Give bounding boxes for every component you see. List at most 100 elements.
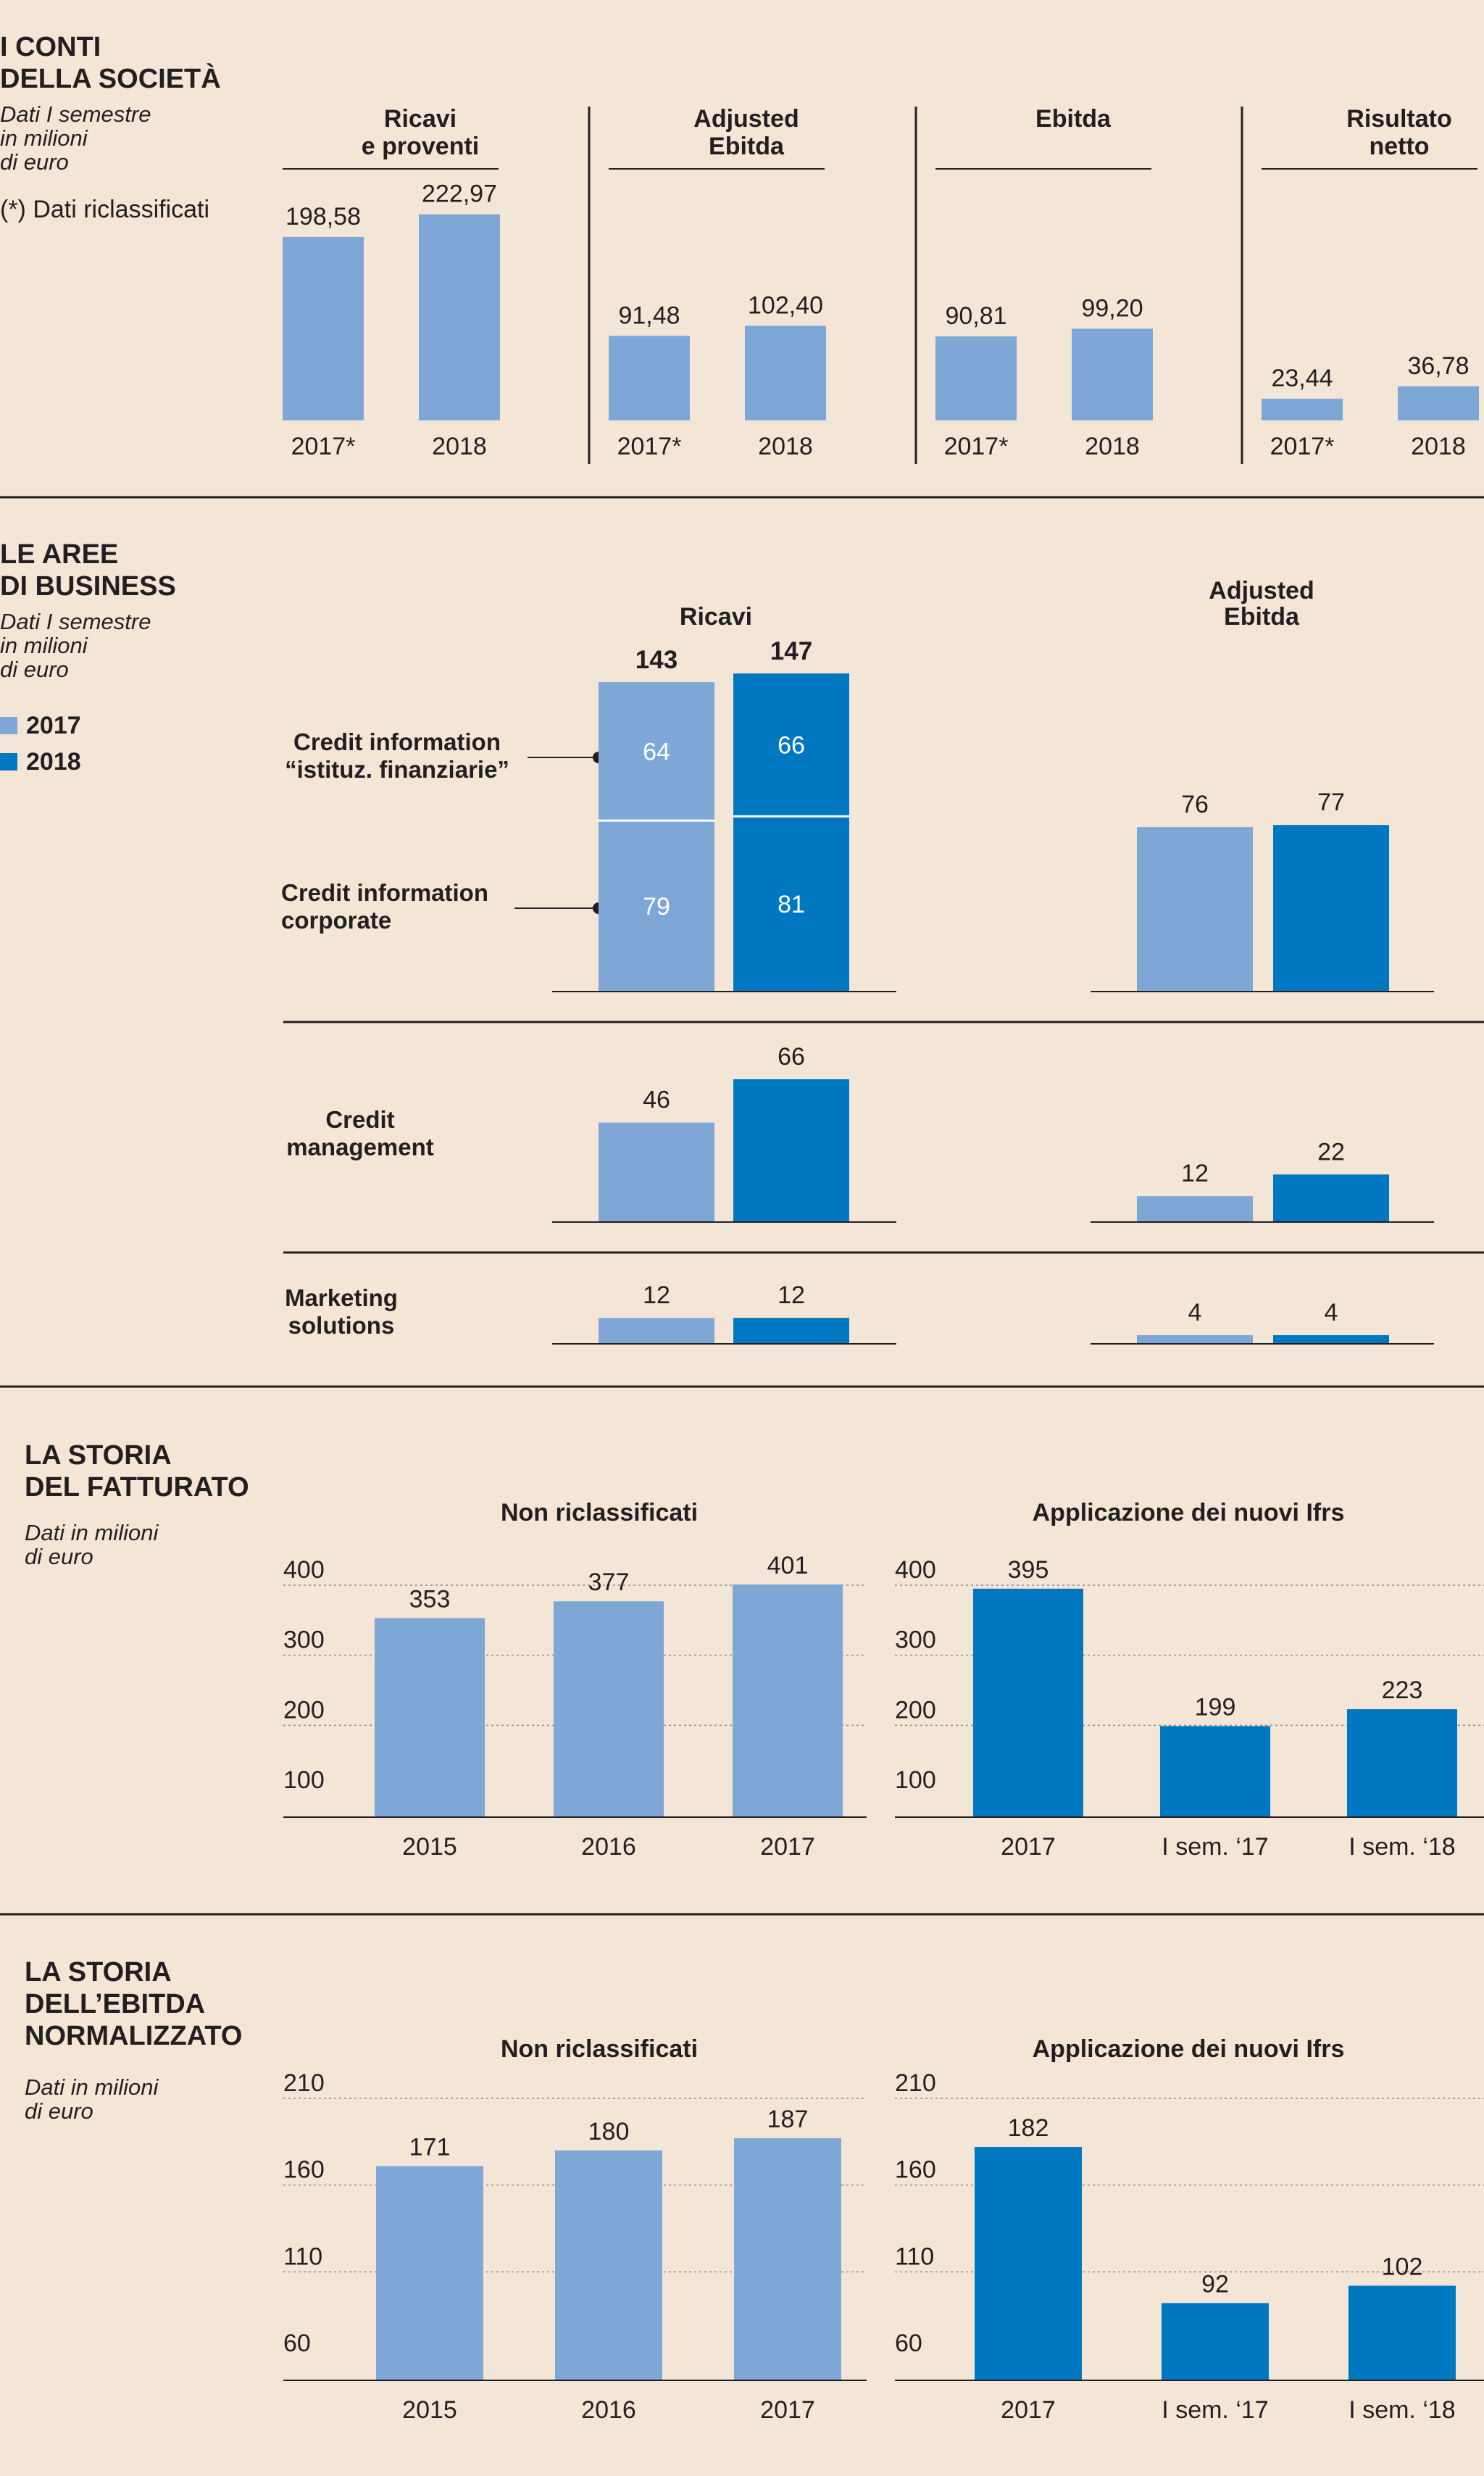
section1-note-line-2: di euro <box>0 149 69 175</box>
ebitda-storia-value-0-2: 187 <box>767 2106 809 2133</box>
conti-panel-title-0-0: Ricavi <box>384 105 457 133</box>
fatturato-cat-0-2: 2017 <box>760 1833 815 1861</box>
conti-bar-0-0 <box>283 236 364 420</box>
ebitda-storia-value-1-0: 182 <box>1008 2114 1049 2142</box>
ebitda-value-1-0: 12 <box>1181 1160 1209 1187</box>
ricavi-col-title: Ricavi <box>680 603 752 631</box>
conti-cat-0-1: 2018 <box>432 433 487 460</box>
conti-cat-3-0: 2017* <box>1270 433 1335 460</box>
fatturato-panel-title-0: Non riclassificati <box>501 1499 698 1526</box>
ricavi-value-2-0: 12 <box>643 1281 670 1309</box>
ricavi-stack-bar-1-0 <box>599 682 714 821</box>
ebitda-storia-cat-1-2: I sem. ‘18 <box>1348 2396 1455 2424</box>
ebitda-storia-cat-0-1: 2016 <box>581 2396 636 2424</box>
row-label-ci-corp-line-0: Credit information <box>281 879 488 906</box>
ebitda-storia-panel-title-0: Non riclassificati <box>501 2035 698 2063</box>
fatturato-value-1-1: 199 <box>1195 1693 1236 1721</box>
fatturato-cat-0-0: 2015 <box>402 1833 457 1861</box>
section4-title-line-1: DELL’EBITDA <box>25 1989 205 2019</box>
conti-value-0-1: 222,97 <box>422 180 497 208</box>
fatturato-value-1-2: 223 <box>1382 1677 1423 1704</box>
fatturato-bar-1-0 <box>973 1588 1083 1817</box>
conti-cat-3-1: 2018 <box>1411 433 1466 460</box>
row-label-ci-fin-line-0: Credit information <box>293 728 501 755</box>
fatturato-ytick-1-0: 100 <box>895 1766 936 1794</box>
section4-title-line-2: NORMALIZZATO <box>25 2021 242 2051</box>
conti-panel-title-3-0: Risultato <box>1346 105 1451 133</box>
ebitda-storia-cat-1-0: 2017 <box>1001 2396 1056 2424</box>
conti-value-0-0: 198,58 <box>285 203 361 230</box>
conti-panel-title-1-1: Ebitda <box>709 133 785 160</box>
ebitda-bar-0-0 <box>1137 827 1253 992</box>
ebitda-storia-cat-1-1: I sem. ‘17 <box>1162 2396 1268 2424</box>
ebitda-bar-1-1 <box>1273 1174 1389 1222</box>
ricavi-stack-bar-1-1 <box>733 673 849 817</box>
fatturato-bar-0-2 <box>733 1584 843 1817</box>
ebitda-storia-cat-0-2: 2017 <box>760 2396 815 2424</box>
ebitda-storia-bar-1-1 <box>1162 2303 1269 2380</box>
ricavi-stack-label-0-1: 81 <box>778 891 805 918</box>
row-label-credit-mgmt-line-0: Credit <box>325 1106 394 1133</box>
ebitda-storia-ytick-0-3: 210 <box>283 2069 325 2097</box>
conti-panel-title-1-0: Adjusted <box>693 105 799 133</box>
conti-cat-2-0: 2017* <box>944 433 1009 460</box>
ebitda-value-0-0: 76 <box>1181 791 1209 818</box>
section2-note-line-0: Dati I semestre <box>0 609 151 634</box>
ebitda-storia-bar-0-2 <box>734 2138 841 2380</box>
fatturato-value-0-1: 377 <box>588 1569 630 1596</box>
fatturato-ytick-0-0: 100 <box>283 1766 325 1794</box>
conti-value-2-0: 90,81 <box>945 302 1006 330</box>
conti-panel-title-2-0: Ebitda <box>1035 105 1112 133</box>
section1-note-line-0: Dati I semestre <box>0 101 151 127</box>
ebitda-storia-value-1-1: 92 <box>1201 2270 1229 2298</box>
ricavi-bar-1-1 <box>733 1079 849 1222</box>
ebitda-value-2-0: 4 <box>1188 1299 1202 1326</box>
ricavi-stack-label-0-0: 79 <box>643 893 670 921</box>
ricavi-stack-label-1-1: 66 <box>778 732 805 760</box>
section1-note-line-1: in milioni <box>0 125 88 151</box>
fatturato-ytick-1-3: 400 <box>895 1556 936 1584</box>
ricavi-value-2-1: 12 <box>778 1281 805 1309</box>
row-label-credit-mgmt-line-1: management <box>286 1134 434 1160</box>
ebitda-bar-0-1 <box>1273 825 1389 992</box>
section3-note-line-0: Dati in milioni <box>25 1520 159 1545</box>
row-label-ci-fin-line-1: “istituz. finanziarie” <box>285 756 509 783</box>
conti-value-3-0: 23,44 <box>1271 365 1333 392</box>
fatturato-ytick-1-2: 300 <box>895 1627 936 1654</box>
fatturato-ytick-1-1: 200 <box>895 1696 936 1724</box>
ebitda-storia-panel-title-1: Applicazione dei nuovi Ifrs <box>1033 2035 1345 2063</box>
conti-bar-3-0 <box>1262 399 1343 420</box>
conti-cat-1-0: 2017* <box>617 433 682 460</box>
legend-label-2018: 2018 <box>26 748 81 776</box>
fatturato-bar-1-1 <box>1160 1726 1270 1817</box>
conti-value-3-1: 36,78 <box>1407 352 1469 380</box>
conti-bar-0-1 <box>419 214 500 420</box>
section2-note-line-2: di euro <box>0 657 69 682</box>
ricavi-total-0: 143 <box>635 646 678 674</box>
fatturato-value-0-2: 401 <box>767 1552 809 1579</box>
row-label-ci-corp-line-1: corporate <box>281 907 391 934</box>
conti-panel-title-3-1: netto <box>1369 133 1429 160</box>
ricavi-total-1: 147 <box>770 637 812 665</box>
section2-note-line-1: in milioni <box>0 633 88 658</box>
ebitda-storia-ytick-1-2: 160 <box>895 2156 936 2184</box>
ebitda-storia-value-1-2: 102 <box>1382 2253 1423 2280</box>
ebitda-storia-ytick-1-0: 60 <box>895 2330 922 2357</box>
fatturato-bar-1-2 <box>1347 1709 1457 1817</box>
conti-bar-1-1 <box>745 325 826 420</box>
ebitda-storia-bar-1-0 <box>975 2147 1082 2380</box>
fatturato-bar-0-1 <box>554 1601 664 1817</box>
ebitda-storia-ytick-1-1: 110 <box>895 2243 934 2270</box>
section2-title-line-0: LE AREE <box>0 539 118 570</box>
ricavi-value-1-1: 66 <box>778 1043 805 1071</box>
conti-bar-2-0 <box>935 336 1017 420</box>
conti-bar-2-1 <box>1072 328 1153 420</box>
ebitda-storia-bar-0-0 <box>376 2166 483 2380</box>
fatturato-value-1-0: 395 <box>1008 1556 1049 1584</box>
fatturato-cat-1-2: I sem. ‘18 <box>1348 1833 1455 1861</box>
conti-value-1-1: 102,40 <box>748 291 823 319</box>
ebitda-bar-2-1 <box>1273 1335 1389 1344</box>
ricavi-stack-bar-0-0 <box>599 821 714 992</box>
ricavi-bar-2-1 <box>733 1318 849 1344</box>
